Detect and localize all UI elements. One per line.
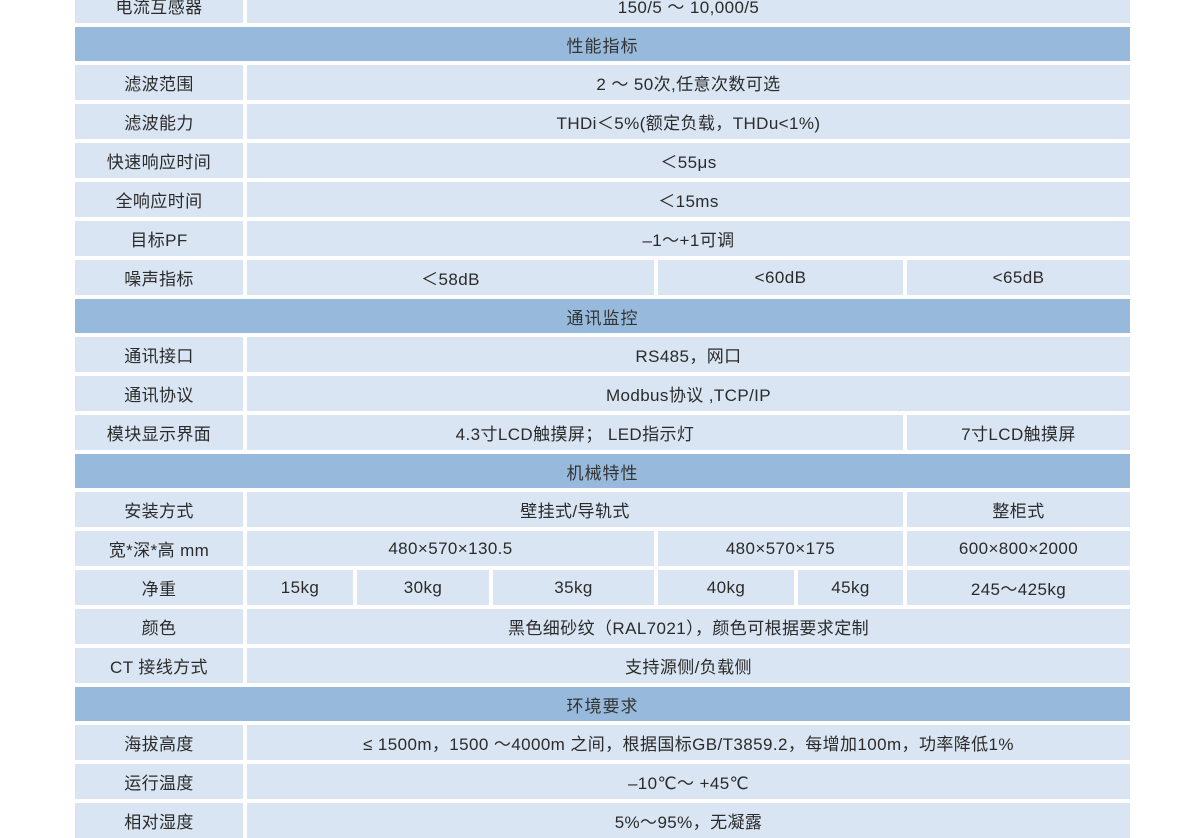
cell-value: ＜55μs: [247, 143, 1130, 178]
section-header-row: 环境要求: [75, 687, 1130, 721]
table-row: 通讯接口 RS485，网口: [75, 337, 1130, 372]
cell-value: 600×800×2000: [907, 531, 1130, 566]
table-row: 目标PF –1～+1可调: [75, 221, 1130, 256]
cell-value: 4.3寸LCD触摸屏； LED指示灯: [247, 415, 903, 450]
cell-value: Modbus协议 ,TCP/IP: [247, 376, 1130, 411]
cell-value: 30kg: [357, 570, 489, 605]
table-row: 海拔高度 ≤ 1500m，1500 ～4000m 之间，根据国标GB/T3859.…: [75, 725, 1130, 760]
table-row: 滤波能力 THDi＜5%(额定负载，THDu<1%): [75, 104, 1130, 139]
section-header-row: 机械特性: [75, 454, 1130, 488]
row-label: 运行温度: [75, 764, 243, 799]
row-label: 安装方式: [75, 492, 243, 527]
table-row: 运行温度 –10℃～ +45℃: [75, 764, 1130, 799]
table-row: 安装方式 壁挂式/导轨式 整柜式: [75, 492, 1130, 527]
cell-value: 40kg: [658, 570, 794, 605]
row-label: 全响应时间: [75, 182, 243, 217]
cell-value: 黑色细砂纹（RAL7021），颜色可根据要求定制: [247, 609, 1130, 644]
section-title: 性能指标: [566, 36, 639, 56]
cell-value: 支持源侧/负载侧: [247, 648, 1130, 683]
cell-value: 2 ～ 50次,任意次数可选: [247, 65, 1130, 100]
row-label: 噪声指标: [75, 260, 243, 295]
cell-value: 480×570×130.5: [247, 531, 654, 566]
cell-value: 480×570×175: [658, 531, 903, 566]
row-label: 快速响应时间: [75, 143, 243, 178]
table-row: 电流互感器 150/5 ～ 10,000/5: [75, 0, 1130, 23]
table-row: 通讯协议 Modbus协议 ,TCP/IP: [75, 376, 1130, 411]
cell-value: 5%～95%，无凝露: [247, 803, 1130, 838]
row-label: CT 接线方式: [75, 648, 243, 683]
cell-value: 15kg: [247, 570, 353, 605]
section-title: 机械特性: [566, 463, 639, 483]
section-title: 通讯监控: [566, 308, 639, 328]
cell-value: 7寸LCD触摸屏: [907, 415, 1130, 450]
row-label: 相对湿度: [75, 803, 243, 838]
section-header-row: 性能指标: [75, 27, 1130, 61]
table-row: 净重 15kg 30kg 35kg 40kg 45kg 245～425kg: [75, 570, 1130, 605]
row-label: 颜色: [75, 609, 243, 644]
table-row: 模块显示界面 4.3寸LCD触摸屏； LED指示灯 7寸LCD触摸屏: [75, 415, 1130, 450]
cell-value: <65dB: [907, 260, 1130, 295]
section-header-row: 通讯监控: [75, 299, 1130, 333]
cell-value: THDi＜5%(额定负载，THDu<1%): [247, 104, 1130, 139]
row-label: 通讯协议: [75, 376, 243, 411]
spec-table: 电流互感器 150/5 ～ 10,000/5 性能指标滤波范围 2 ～ 50次,任意次…: [75, 0, 1130, 838]
cell-value: –10℃～ +45℃: [247, 764, 1130, 799]
table-row: 滤波范围 2 ～ 50次,任意次数可选: [75, 65, 1130, 100]
cell-value: 245～425kg: [907, 570, 1130, 605]
table-row: 宽*深*高 mm 480×570×130.5 480×570×175 600×800×…: [75, 531, 1130, 566]
table-row: 噪声指标 ＜58dB <60dB <65dB: [75, 260, 1130, 295]
table-row: 全响应时间 ＜15ms: [75, 182, 1130, 217]
cell-value: ≤ 1500m，1500 ～4000m 之间，根据国标GB/T3859.2，每增…: [247, 725, 1130, 760]
table-row: 相对湿度 5%～95%，无凝露: [75, 803, 1130, 838]
cell-value: 壁挂式/导轨式: [247, 492, 903, 527]
table-row: CT 接线方式 支持源侧/负载侧: [75, 648, 1130, 683]
row-label: 模块显示界面: [75, 415, 243, 450]
row-label: 目标PF: [75, 221, 243, 256]
cell-value: RS485，网口: [247, 337, 1130, 372]
row-label: 通讯接口: [75, 337, 243, 372]
table-row: 颜色 黑色细砂纹（RAL7021），颜色可根据要求定制: [75, 609, 1130, 644]
row-label: 净重: [75, 570, 243, 605]
table-row: 快速响应时间 ＜55μs: [75, 143, 1130, 178]
cell-value: ＜15ms: [247, 182, 1130, 217]
cell-value: 150/5 ～ 10,000/5: [247, 0, 1130, 23]
cell-value: 45kg: [798, 570, 903, 605]
cell-value: 整柜式: [907, 492, 1130, 527]
cell-value: ＜58dB: [247, 260, 654, 295]
row-label: 滤波范围: [75, 65, 243, 100]
section-title: 环境要求: [566, 696, 639, 716]
row-label: 电流互感器: [75, 0, 243, 23]
row-label: 海拔高度: [75, 725, 243, 760]
row-label: 滤波能力: [75, 104, 243, 139]
row-label: 宽*深*高 mm: [75, 531, 243, 566]
cell-value: –1～+1可调: [247, 221, 1130, 256]
cell-value: 35kg: [493, 570, 654, 605]
cell-value: <60dB: [658, 260, 903, 295]
